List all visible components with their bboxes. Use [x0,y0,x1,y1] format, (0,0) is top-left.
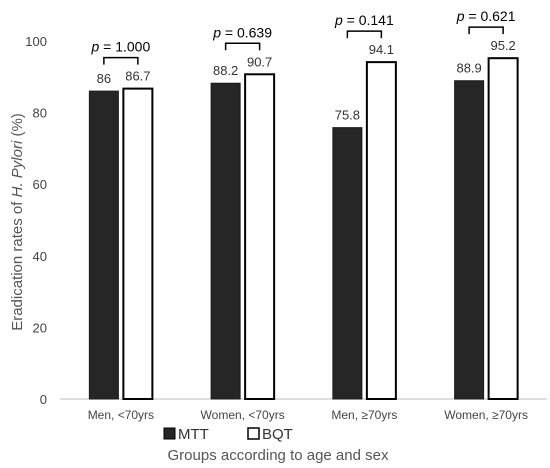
bar-bqt [122,87,154,400]
p-value-symbol: p [90,39,99,55]
bar-mtt [332,127,363,400]
y-tick-label: 20 [33,320,47,335]
p-value-number: = 0.621 [465,8,516,24]
data-labels: 86 86.7 88.2 90.7 75.8 94.1 88.9 95.2 [97,38,516,122]
y-axis-label-italic: H. Pylori [9,140,26,197]
y-tick-label: 0 [40,392,47,407]
bar-mtt [454,80,485,400]
y-tick-label: 100 [25,34,47,49]
p-value-symbol: p [334,12,343,28]
legend-swatch-bqt [247,427,260,440]
p-value-symbol: p [456,8,465,24]
legend: MTT BQT [163,426,293,443]
p-value-label: p = 0.141 [334,12,394,28]
data-label-bqt: 90.7 [247,54,272,69]
x-axis-label: Groups according to age and sex [168,447,389,464]
legend-label-mtt: MTT [178,426,209,443]
category-labels: Men, <70yrs Women, <70yrs Men, ≥70yrs Women… [88,408,528,422]
bar-bqt [487,57,519,401]
category-label: Women, ≥70yrs [444,408,528,422]
p-value-label: p = 0.621 [456,8,516,24]
y-axis-label: Eradication rates of H. Pylori (%) [9,113,26,331]
data-label-bqt: 95.2 [490,38,515,53]
p-value-number: = 0.141 [343,12,394,28]
bar-mtt [88,90,119,400]
data-label-mtt: 88.9 [456,61,481,76]
category-label: Men, ≥70yrs [331,408,397,422]
category-label: Women, <70yrs [201,408,285,422]
data-label-mtt: 88.2 [213,63,238,78]
data-label-mtt: 86 [97,71,111,86]
y-tick-label: 80 [33,106,47,121]
y-axis-label-prefix: Eradication rates of [9,197,26,330]
p-value-number: = 0.639 [221,24,272,40]
p-value-bracket [468,26,504,35]
data-label-bqt: 86.7 [125,69,150,84]
legend-swatch-mtt [163,427,176,440]
bar-bqt [365,61,397,400]
p-value-label: p = 0.639 [212,24,272,40]
y-tick-label: 60 [33,177,47,192]
bars [88,57,519,401]
p-value-bracket [103,56,139,65]
p-value-bracket [346,30,383,39]
data-label-bqt: 94.1 [369,42,394,57]
data-label-mtt: 75.8 [335,108,360,123]
y-tick-label: 40 [33,249,47,264]
category-label: Men, <70yrs [88,408,154,422]
p-value-number: = 1.000 [99,39,150,55]
bar-mtt [210,82,241,400]
p-value-label: p = 1.000 [90,39,150,55]
y-axis-label-suffix: (%) [9,113,26,141]
legend-label-bqt: BQT [262,426,293,443]
p-value-symbol: p [212,24,221,40]
bar-bqt [244,73,276,400]
p-value-bracket [224,42,261,51]
